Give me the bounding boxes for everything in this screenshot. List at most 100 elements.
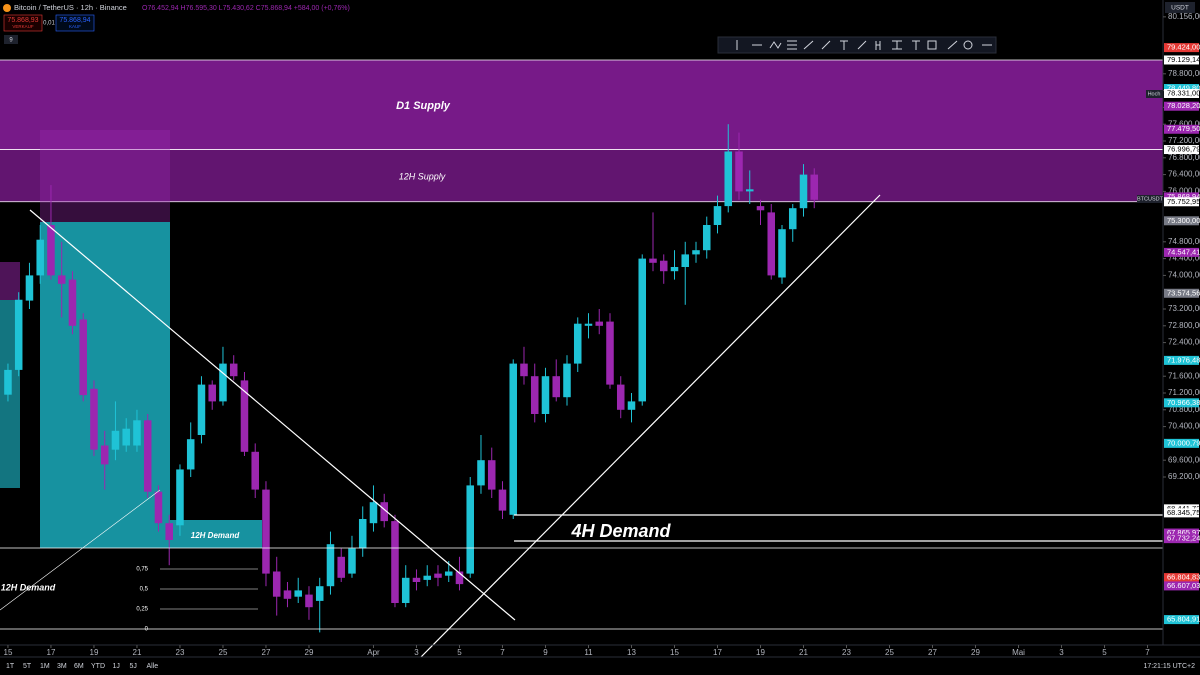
candle-body [444,571,453,576]
y-tick-label: 74.400,00 [1168,254,1200,263]
price-label: 71.976,48 [1167,355,1200,364]
candle-body [369,502,378,524]
trendline [29,209,516,621]
timeframe-button[interactable]: 1M [40,663,50,670]
x-tick-label: 27 [928,648,937,657]
price-label: 68.441,72 [1167,504,1200,513]
timeframe-button[interactable]: 1T [6,663,15,670]
spread: 0,01 [43,21,55,27]
x-tick-label: 19 [90,648,99,657]
trendline [0,489,161,611]
x-tick-label: 23 [176,648,185,657]
candle-body [294,590,302,597]
candle-body [337,556,345,578]
price-label-bg [1164,398,1199,408]
price-label-bg [1164,84,1199,94]
candle-body [681,254,690,267]
supply-box [40,130,170,222]
candle-body [799,174,808,209]
candle-body [25,275,34,301]
price-label-bg [1164,88,1199,98]
sell-button[interactable] [3,14,43,32]
candle-body [251,451,259,490]
symbol-tag: BTCUSDT [1137,196,1164,202]
candle-body [584,323,593,326]
candle-body [627,401,636,410]
candle-body [756,206,765,211]
zones [0,59,1163,203]
x-tick-label: 15 [670,648,679,657]
supply-zone [0,149,1163,202]
y-tick-label: 72.400,00 [1168,338,1200,347]
candle-body [240,380,249,452]
price-label: 75.868,94 [1167,192,1200,201]
y-tick-label: 80.156,00 [1168,12,1200,21]
fib-label: 0,25 [136,607,148,613]
candle-body [133,420,141,446]
y-tick-label: 71.200,00 [1168,388,1200,397]
price-label: 70.000,79 [1167,438,1200,447]
x-tick-label: 17 [47,648,56,657]
candle-body [745,189,754,192]
x-tick-label: 3 [414,648,419,657]
x-tick-label: 9 [543,648,548,657]
y-tick-label: 76.400,00 [1168,170,1200,179]
price-label: 79.129,14 [1167,55,1200,64]
price-label-bg [1164,438,1199,448]
price-label-bg [1164,615,1199,625]
price-label-bg [1164,124,1199,134]
toolbar-icons [736,40,992,50]
y-tick-label: 72.800,00 [1168,321,1200,330]
currency-button[interactable] [1165,2,1195,13]
candle-body [315,586,324,601]
bottom-bar [0,657,1200,675]
candle-body [358,519,367,549]
y-tick-label: 77.200,00 [1168,136,1200,145]
collapse-button[interactable] [4,35,18,44]
timeframe-button[interactable]: Alle [147,663,159,670]
fib-label: 0 [145,627,149,633]
timeframe-button[interactable]: 5T [23,663,32,670]
price-label: 75.300,00 [1167,216,1200,225]
y-tick-label: 76.800,00 [1168,153,1200,162]
candle-body [735,151,743,192]
candle-body [520,363,528,377]
timeframe-button[interactable]: 3M [57,663,67,670]
x-tick-label: 11 [584,648,593,657]
candle-body [595,321,604,326]
candle-body [326,544,335,587]
x-tick-label: 25 [885,648,894,657]
x-tick-label: 25 [219,648,228,657]
candle-body [412,577,421,582]
price-label-bg [1164,247,1199,257]
timeframe-button[interactable]: 1J [113,663,120,670]
fib-label: 0,5 [140,587,149,593]
sell-price: 75.868,93 [7,17,38,24]
candle-body [186,439,195,470]
buy-button[interactable] [55,14,95,32]
candle-body [692,250,700,255]
price-label-bg [1164,101,1199,111]
currency: USDT [1171,5,1189,12]
candle-body [14,299,23,370]
candle-body [649,258,657,263]
candle-body [57,275,66,284]
timeframe-button[interactable]: 5J [130,663,137,670]
price-label-bg [1164,43,1199,53]
x-tick-label: 7 [1145,648,1150,657]
candle-body [487,460,496,490]
price-label: 67.732,24 [1167,534,1200,543]
candle-body [305,594,313,608]
candle-body [423,575,431,580]
price-label: 68.345,75 [1167,508,1200,517]
price-label: 78.028,20 [1167,101,1200,110]
candle-body [616,384,625,410]
supply-box [0,262,20,300]
price-label: 76.996,79 [1167,145,1200,154]
timeframe-button[interactable]: YTD [91,663,105,670]
candle-body [606,321,614,385]
candle-body [563,363,571,398]
price-label: 73.574,56 [1167,288,1200,297]
timeframe-button[interactable]: 6M [74,663,84,670]
price-label: 67.865,97 [1167,528,1200,537]
